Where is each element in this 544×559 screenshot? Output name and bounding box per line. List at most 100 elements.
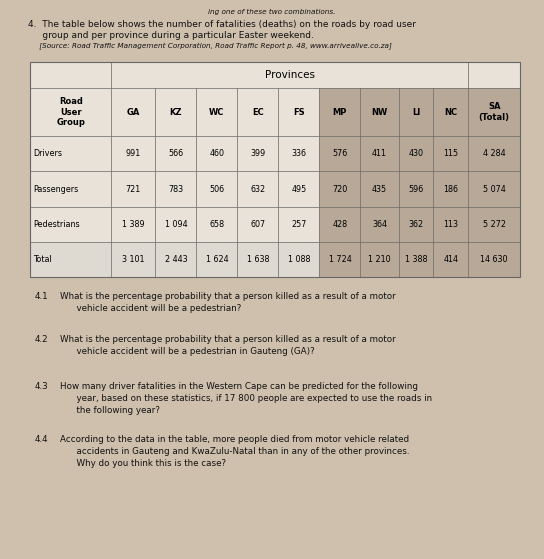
Bar [361,136,399,172]
Text: 607: 607 [250,220,265,229]
Bar [112,88,155,136]
Text: 576: 576 [332,149,348,158]
Bar [468,62,520,88]
Text: 4.1: 4.1 [35,292,48,301]
Bar [434,207,468,242]
Bar [196,242,237,277]
Bar [399,172,434,207]
Bar [112,136,155,172]
Bar [434,136,468,172]
Text: 1 389: 1 389 [122,220,145,229]
Text: 5 074: 5 074 [483,184,505,193]
Bar [30,136,112,172]
Text: 1 624: 1 624 [206,255,228,264]
Text: 411: 411 [372,149,387,158]
Bar [468,136,520,172]
Text: 566: 566 [168,149,183,158]
Text: 414: 414 [443,255,459,264]
Bar [279,172,319,207]
Text: Passengers: Passengers [33,184,78,193]
Text: SA
(Total): SA (Total) [479,102,510,122]
Bar [399,88,434,136]
Bar [30,242,112,277]
Text: 2 443: 2 443 [164,255,187,264]
Text: 596: 596 [409,184,424,193]
Text: 4.  The table below shows the number of fatalities (deaths) on the roads by road: 4. The table below shows the number of f… [28,20,416,29]
Bar [279,88,319,136]
Bar [196,136,237,172]
Text: 113: 113 [443,220,459,229]
Text: 4.2: 4.2 [35,335,48,344]
Bar [361,207,399,242]
Text: NW: NW [372,108,388,117]
Text: According to the data in the table, more people died from motor vehicle related
: According to the data in the table, more… [60,435,410,468]
Bar [155,88,196,136]
Bar [30,62,520,277]
Text: 5 272: 5 272 [483,220,506,229]
Text: 1 088: 1 088 [288,255,310,264]
Bar [237,88,279,136]
Bar [279,207,319,242]
Text: 115: 115 [443,149,459,158]
Bar [30,62,112,88]
Text: ing one of these two combinations.: ing one of these two combinations. [208,9,336,15]
Text: 399: 399 [250,149,265,158]
Text: FS: FS [293,108,305,117]
Bar [237,207,279,242]
Bar [434,88,468,136]
Bar [30,172,112,207]
Text: 658: 658 [209,220,225,229]
Bar [237,172,279,207]
Bar [30,88,112,136]
Text: How many driver fatalities in the Western Cape can be predicted for the followin: How many driver fatalities in the Wester… [60,382,432,415]
Bar [468,88,520,136]
Bar [319,207,361,242]
Bar [434,172,468,207]
Text: 428: 428 [332,220,348,229]
Text: 506: 506 [209,184,225,193]
Bar [237,136,279,172]
Text: 362: 362 [409,220,424,229]
Bar [468,172,520,207]
Bar [112,207,155,242]
Text: Total: Total [33,255,52,264]
Text: group and per province during a particular Easter weekend.: group and per province during a particul… [28,31,314,40]
Bar [279,136,319,172]
Text: 721: 721 [126,184,141,193]
Text: GA: GA [127,108,140,117]
Text: Provinces: Provinces [265,70,315,80]
Text: [Source: Road Traffic Management Corporation, Road Traffic Report p. 48, www.arr: [Source: Road Traffic Management Corpora… [28,42,392,49]
Bar [468,242,520,277]
Bar [361,172,399,207]
Text: 435: 435 [372,184,387,193]
Text: 430: 430 [409,149,424,158]
Text: 1 388: 1 388 [405,255,427,264]
Text: 4.4: 4.4 [35,435,48,444]
Text: 632: 632 [250,184,265,193]
Text: 3 101: 3 101 [122,255,145,264]
Text: WC: WC [209,108,225,117]
Text: 1 094: 1 094 [164,220,187,229]
Bar [361,242,399,277]
Bar [399,207,434,242]
Bar [399,136,434,172]
Text: LI: LI [412,108,420,117]
Text: NC: NC [444,108,458,117]
Bar [468,207,520,242]
Text: MP: MP [333,108,347,117]
Bar [112,242,155,277]
Text: 14 630: 14 630 [480,255,508,264]
Text: What is the percentage probability that a person killed as a result of a motor
 : What is the percentage probability that … [60,335,395,356]
Bar [112,62,468,88]
Bar [155,242,196,277]
Text: 460: 460 [209,149,224,158]
Text: 336: 336 [292,149,306,158]
Text: 186: 186 [443,184,459,193]
Text: Drivers: Drivers [33,149,62,158]
Text: 1 210: 1 210 [368,255,391,264]
Text: 4 284: 4 284 [483,149,505,158]
Bar [30,207,112,242]
Bar [196,207,237,242]
Text: Road
User
Group: Road User Group [56,97,85,127]
Bar [155,172,196,207]
